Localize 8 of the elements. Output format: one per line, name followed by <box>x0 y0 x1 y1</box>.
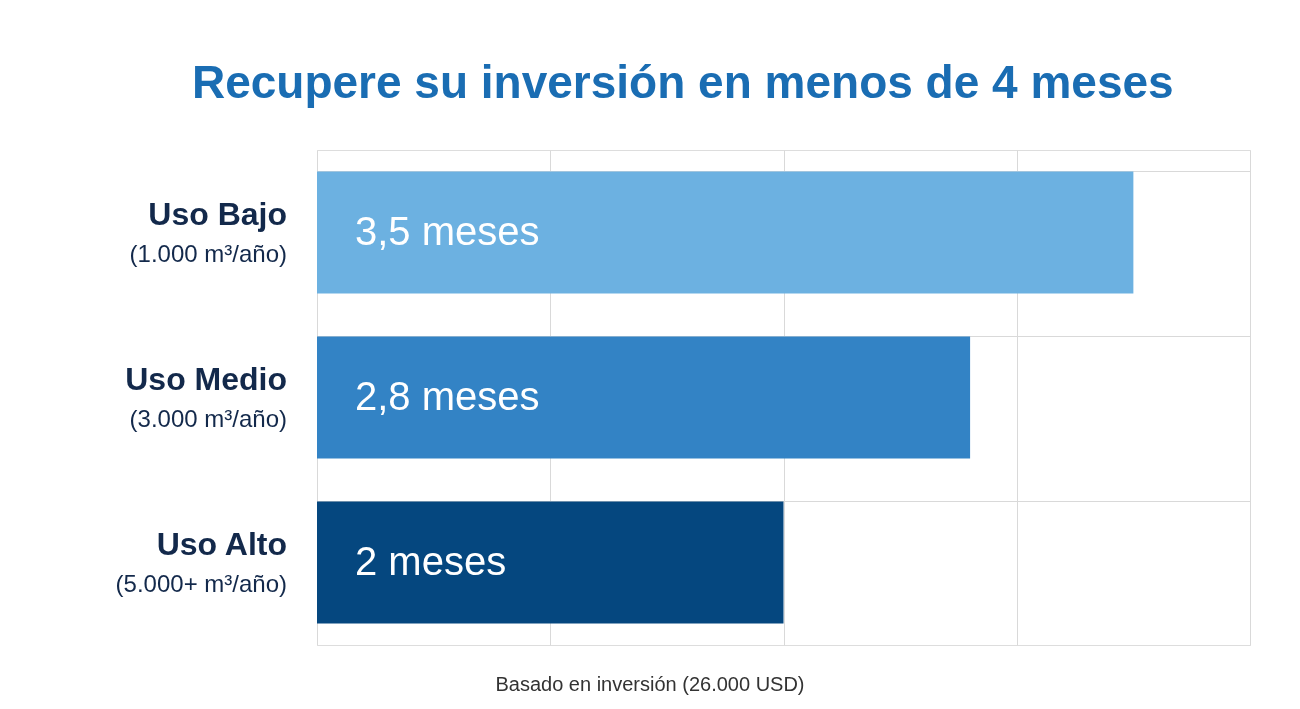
data-label: 2 meses <box>355 538 507 583</box>
category-label: Uso Medio (3.000 m³/año) <box>125 360 287 432</box>
data-label: 2,8 meses <box>355 373 540 418</box>
category-label: Uso Bajo (1.000 m³/año) <box>129 195 287 267</box>
text: Basado en inversión (26.000 USD) <box>495 673 805 695</box>
data-label: 3,5 meses <box>355 208 540 253</box>
chart-title: Recupere su inversión en menos de 4 meses <box>191 56 1174 108</box>
category-label: Uso Alto (5.000+ m³/año) <box>115 525 287 597</box>
